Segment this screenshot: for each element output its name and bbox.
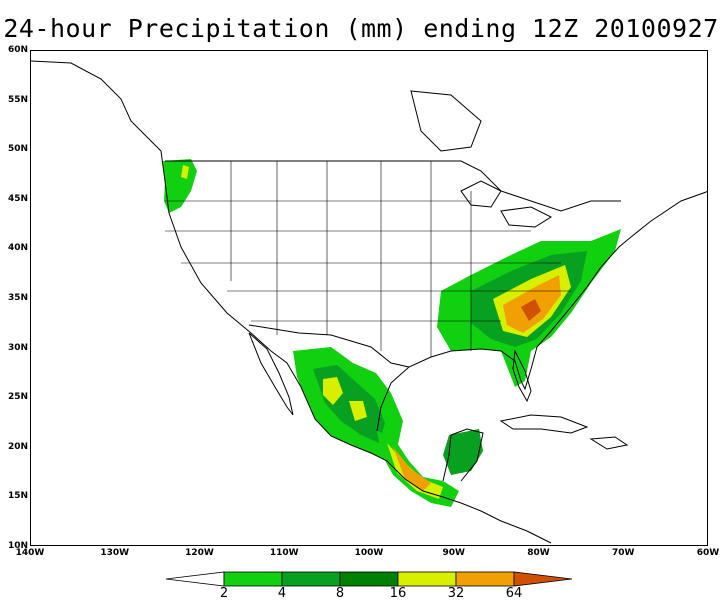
precipitation-map xyxy=(31,60,707,544)
precip-region-mexico-west-core xyxy=(323,377,367,421)
lon-label: 70W xyxy=(612,548,635,558)
color-legend: 2 4 8 16 32 64 xyxy=(0,566,722,600)
legend-threshold-label: 2 xyxy=(219,586,229,601)
lat-label: 50N xyxy=(7,144,28,155)
lon-label: 90W xyxy=(442,548,465,558)
lat-label: 30N xyxy=(7,342,28,353)
cuba-island-line xyxy=(499,414,589,434)
precip-region-yucatan xyxy=(443,429,483,475)
legend-arrow-low xyxy=(165,571,225,587)
legend-swatch xyxy=(397,571,457,587)
great-lakes-line xyxy=(460,180,553,228)
legend-swatch xyxy=(223,571,283,587)
us-canada-border xyxy=(165,160,621,212)
hudson-bay-line xyxy=(410,90,482,152)
lat-label: 10N xyxy=(7,541,28,551)
legend-threshold-label: 16 xyxy=(389,586,407,601)
lat-label: 15N xyxy=(7,491,28,502)
lon-label: 120W xyxy=(185,548,214,558)
legend-swatch xyxy=(281,571,341,587)
lat-label: 60N xyxy=(7,45,28,55)
legend-threshold-label: 64 xyxy=(505,586,523,601)
legend-threshold-label: 4 xyxy=(277,586,287,601)
legend-colorbar xyxy=(165,571,573,587)
east-coast-line xyxy=(536,191,707,348)
lat-label: 25N xyxy=(7,392,28,403)
gulf-coast-line xyxy=(376,346,538,432)
coastlines-and-borders xyxy=(31,60,707,544)
baja-peninsula-line xyxy=(248,332,294,416)
precip-layer xyxy=(163,159,621,507)
yucatan-coast-line xyxy=(442,428,484,482)
lat-label: 55N xyxy=(7,94,28,105)
lon-label: 60W xyxy=(696,548,720,558)
lon-label: 130W xyxy=(100,548,130,558)
precip-region-gulf-mexico-heavy xyxy=(393,447,431,491)
us-mexico-border xyxy=(248,324,410,368)
legend-swatch xyxy=(455,571,515,587)
lat-label: 40N xyxy=(7,243,28,254)
legend-swatch xyxy=(339,571,399,587)
lon-label: 80W xyxy=(527,548,550,558)
precip-region-pnw xyxy=(163,159,197,213)
west-coast-line xyxy=(160,150,462,504)
lat-label: 35N xyxy=(7,293,28,303)
legend-threshold-label: 32 xyxy=(447,586,465,601)
map-frame xyxy=(30,50,708,546)
precip-region-pnw-core xyxy=(181,165,189,179)
legend-arrow-high xyxy=(513,571,573,587)
central-america-line xyxy=(460,502,552,544)
lon-label: 100W xyxy=(354,548,384,558)
precip-region-southeast-us-extreme xyxy=(521,299,541,321)
florida-peninsula-line xyxy=(512,349,532,403)
legend-threshold-label: 8 xyxy=(335,586,345,601)
lat-label: 45N xyxy=(7,193,28,204)
map-title: 24-hour Precipitation (mm) ending 12Z 20… xyxy=(3,14,719,43)
lon-label: 110W xyxy=(269,548,299,558)
state-borders xyxy=(165,161,571,357)
alaska-coast-line xyxy=(31,60,162,152)
lat-label: 20N xyxy=(7,441,28,452)
lon-label: 140W xyxy=(15,548,45,558)
precip-region-gulf-mexico xyxy=(377,431,459,507)
hispaniola-island-line xyxy=(589,436,629,450)
